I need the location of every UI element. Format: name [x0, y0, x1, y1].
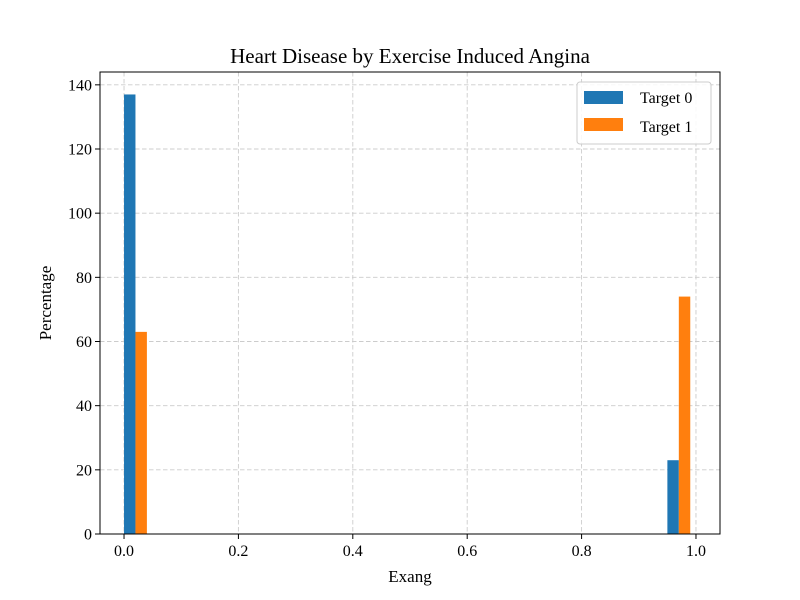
y-tick-label: 80 [76, 270, 92, 287]
bar-target-1 [678, 296, 691, 534]
y-tick-label: 60 [76, 334, 92, 351]
y-tick-label: 0 [84, 527, 92, 544]
x-tick-label: 0.4 [343, 543, 363, 560]
legend-swatch-target-0 [584, 91, 623, 104]
x-tick-label: 0.0 [114, 543, 134, 560]
bar-target-0 [667, 460, 679, 534]
y-tick-label: 20 [76, 462, 92, 479]
chart-title: Heart Disease by Exercise Induced Angina [230, 44, 590, 68]
x-tick-label: 0.8 [572, 543, 592, 560]
y-axis-label: Percentage [36, 266, 55, 341]
x-tick-label: 1.0 [686, 543, 706, 560]
y-tick-label: 40 [76, 398, 92, 415]
bar-target-1 [135, 331, 147, 534]
bar-target-0 [124, 94, 136, 534]
y-tick-label: 120 [68, 142, 92, 159]
legend-label-target-1: Target 1 [640, 119, 692, 136]
x-axis-label: Exang [388, 567, 432, 586]
legend: Target 0 Target 1 [576, 81, 712, 145]
y-axis-ticks: 0 20 40 60 80 100 120 140 [68, 77, 100, 544]
plot-area-frame [99, 71, 721, 535]
legend-swatch-target-1 [584, 118, 623, 131]
y-tick-label: 100 [68, 206, 92, 223]
x-tick-label: 0.2 [228, 543, 248, 560]
x-axis-ticks: 0.0 0.2 0.4 0.6 0.8 1.0 [114, 534, 706, 560]
legend-label-target-0: Target 0 [640, 90, 692, 107]
y-tick-label: 140 [68, 77, 92, 94]
bars [124, 94, 691, 534]
x-tick-label: 0.6 [457, 543, 477, 560]
